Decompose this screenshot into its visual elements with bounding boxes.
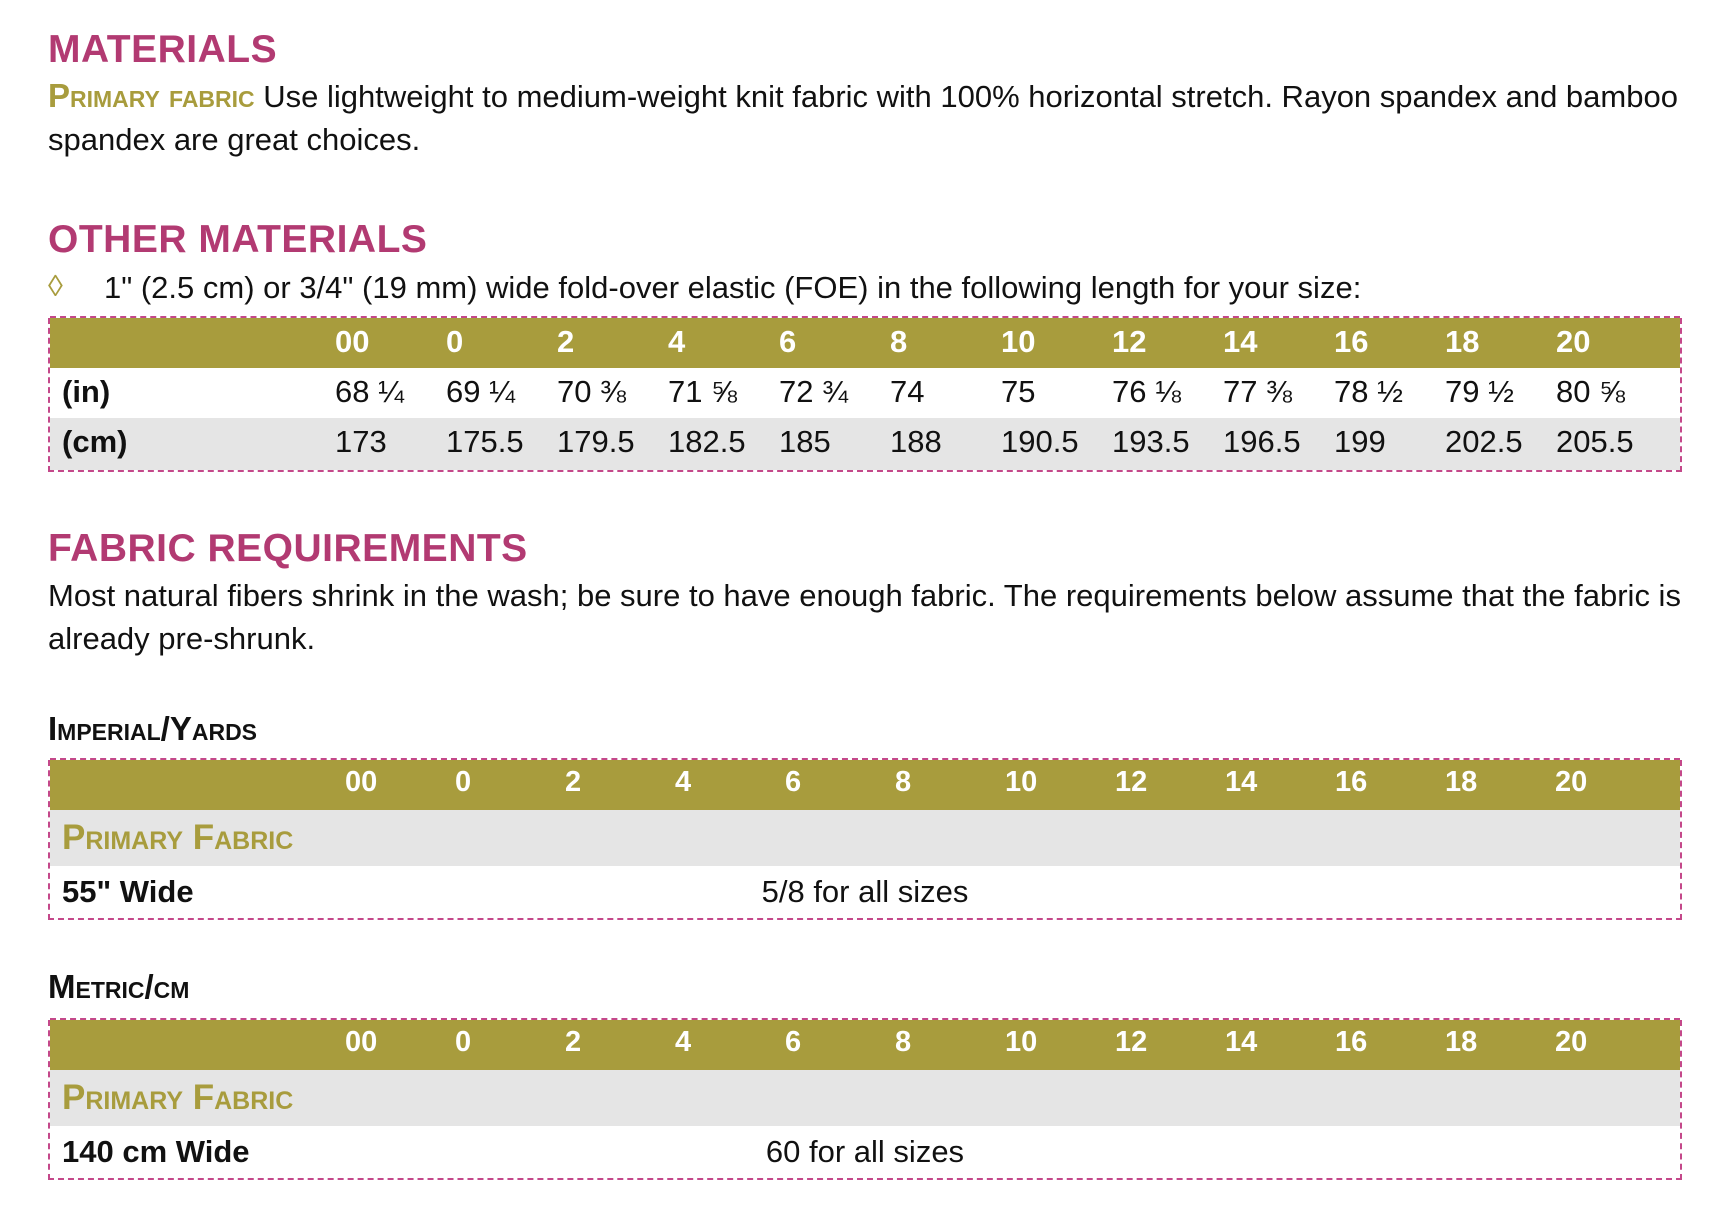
- row-label-cm: (cm): [62, 424, 128, 459]
- size-header-cell: 10: [1005, 766, 1038, 798]
- elastic-in-cell: 77 ⅜: [1223, 374, 1292, 409]
- row-label-in: (in): [62, 374, 111, 409]
- size-header-cell: 6: [785, 766, 802, 798]
- size-header-cell: 18: [1445, 1026, 1478, 1058]
- elastic-in-cell: 80 ⅝: [1556, 374, 1625, 409]
- metric-table: 00 0 2 4 6 8 10 12 14 16 18 20 Primary Fabric 140 c…: [48, 1018, 1682, 1180]
- imperial-table: 00 0 2 4 6 8 10 12 14 16 18 20 Primary Fabric 55" W…: [48, 758, 1682, 920]
- elastic-cm-cell: 205.5: [1556, 424, 1634, 459]
- elastic-bullet-item: ◊ 1" (2.5 cm) or 3/4" (19 mm) wide fold-…: [48, 270, 1688, 310]
- imperial-width-row: 55" Wide 5/8 for all sizes: [50, 866, 1680, 918]
- materials-heading: MATERIALS: [48, 28, 278, 71]
- size-header-cell: 6: [779, 324, 797, 359]
- elastic-in-cell: 70 ⅜: [557, 374, 626, 409]
- elastic-cm-cell: 185: [779, 424, 831, 459]
- elastic-cm-cell: 199: [1334, 424, 1386, 459]
- elastic-in-cell: 69 ¼: [446, 374, 515, 409]
- size-header-cell: 10: [1005, 1026, 1038, 1058]
- size-header-cell: 20: [1556, 324, 1591, 359]
- size-header-cell: 16: [1335, 1026, 1368, 1058]
- imperial-primary-fabric-label: Primary Fabric: [62, 818, 294, 857]
- elastic-in-cell: 72 ¾: [779, 374, 848, 409]
- elastic-cm-cell: 193.5: [1112, 424, 1190, 459]
- elastic-in-cell: 71 ⅝: [668, 374, 737, 409]
- size-header-cell: 00: [345, 1026, 378, 1058]
- size-header-cell: 00: [345, 766, 378, 798]
- other-materials-heading: OTHER MATERIALS: [48, 218, 428, 261]
- elastic-row-cm: (cm) 173 175.5 179.5 182.5 185 188 190.5 193.5 1…: [50, 418, 1680, 470]
- size-header-cell: 6: [785, 1026, 802, 1058]
- elastic-in-cell: 74: [890, 374, 925, 409]
- elastic-row-in: (in) 68 ¼ 69 ¼ 70 ⅜ 71 ⅝ 72 ¾ 74 75 76 ⅛ 77 ⅜ 78 …: [50, 368, 1680, 418]
- imperial-heading: Imperial/Yards: [48, 710, 258, 747]
- elastic-in-cell: 68 ¼: [335, 374, 404, 409]
- size-header-cell: 0: [455, 1026, 472, 1058]
- fabric-requirements-heading: FABRIC REQUIREMENTS: [48, 527, 528, 570]
- size-header-cell: 16: [1335, 766, 1368, 798]
- size-header-cell: 00: [335, 324, 370, 359]
- metric-width-label: 140 cm Wide: [62, 1134, 250, 1169]
- elastic-cm-cell: 196.5: [1223, 424, 1301, 459]
- elastic-in-cell: 78 ½: [1334, 374, 1403, 409]
- diamond-outline-icon: ◊: [48, 270, 63, 303]
- fabric-requirements-text: Most natural fibers shrink in the wash; …: [48, 578, 1681, 656]
- size-header-cell: 10: [1001, 324, 1036, 359]
- elastic-in-cell: 75: [1001, 374, 1036, 409]
- elastic-bullet-text: 1" (2.5 cm) or 3/4" (19 mm) wide fold-ov…: [104, 270, 1362, 305]
- size-header-cell: 12: [1112, 324, 1147, 359]
- size-header-cell: 20: [1555, 766, 1588, 798]
- size-header-cell: 12: [1115, 1026, 1148, 1058]
- size-header-cell: 8: [890, 324, 908, 359]
- elastic-cm-cell: 202.5: [1445, 424, 1523, 459]
- size-header-cell: 14: [1223, 324, 1258, 359]
- size-header-cell: 18: [1445, 324, 1480, 359]
- imperial-size-header: 00 0 2 4 6 8 10 12 14 16 18 20: [50, 760, 1680, 810]
- elastic-cm-cell: 188: [890, 424, 942, 459]
- size-header-cell: 8: [895, 766, 912, 798]
- elastic-in-cell: 79 ½: [1445, 374, 1514, 409]
- size-header-cell: 20: [1555, 1026, 1588, 1058]
- metric-heading: Metric/cm: [48, 968, 190, 1005]
- primary-fabric-text: Use lightweight to medium-weight knit fa…: [48, 79, 1678, 157]
- elastic-cm-cell: 173: [335, 424, 387, 459]
- metric-primary-fabric-label: Primary Fabric: [62, 1078, 294, 1117]
- imperial-width-label: 55" Wide: [62, 874, 194, 909]
- metric-section-row: Primary Fabric: [50, 1070, 1680, 1126]
- elastic-in-cell: 76 ⅛: [1112, 374, 1181, 409]
- size-header-cell: 14: [1225, 1026, 1258, 1058]
- imperial-section-row: Primary Fabric: [50, 810, 1680, 866]
- primary-fabric-label: Primary fabric: [48, 77, 255, 114]
- size-header-cell: 2: [565, 1026, 582, 1058]
- size-header-cell: 14: [1225, 766, 1258, 798]
- metric-width-value: 60 for all sizes: [765, 1134, 965, 1169]
- size-header-cell: 4: [668, 324, 686, 359]
- metric-width-row: 140 cm Wide 60 for all sizes: [50, 1126, 1680, 1178]
- size-header-cell: 0: [446, 324, 464, 359]
- size-header-cell: 16: [1334, 324, 1369, 359]
- imperial-width-value: 5/8 for all sizes: [761, 874, 969, 909]
- size-header-cell: 0: [455, 766, 472, 798]
- size-header-cell: 4: [675, 1026, 692, 1058]
- materials-paragraph: Primary fabric Use lightweight to medium…: [48, 74, 1688, 161]
- elastic-cm-cell: 182.5: [668, 424, 746, 459]
- elastic-cm-cell: 190.5: [1001, 424, 1079, 459]
- size-header-cell: 8: [895, 1026, 912, 1058]
- size-header-cell: 2: [557, 324, 575, 359]
- size-header-cell: 2: [565, 766, 582, 798]
- elastic-cm-cell: 179.5: [557, 424, 635, 459]
- size-header-cell: 18: [1445, 766, 1478, 798]
- elastic-length-table: 00 0 2 4 6 8 10 12 14 16 18 20 (in) 68 ¼ 69 ¼ 70 ⅜ 71 …: [48, 316, 1682, 472]
- metric-size-header: 00 0 2 4 6 8 10 12 14 16 18 20: [50, 1020, 1680, 1070]
- size-header-cell: 4: [675, 766, 692, 798]
- elastic-cm-cell: 175.5: [446, 424, 524, 459]
- size-header-cell: 12: [1115, 766, 1148, 798]
- elastic-size-header: 00 0 2 4 6 8 10 12 14 16 18 20: [50, 318, 1680, 368]
